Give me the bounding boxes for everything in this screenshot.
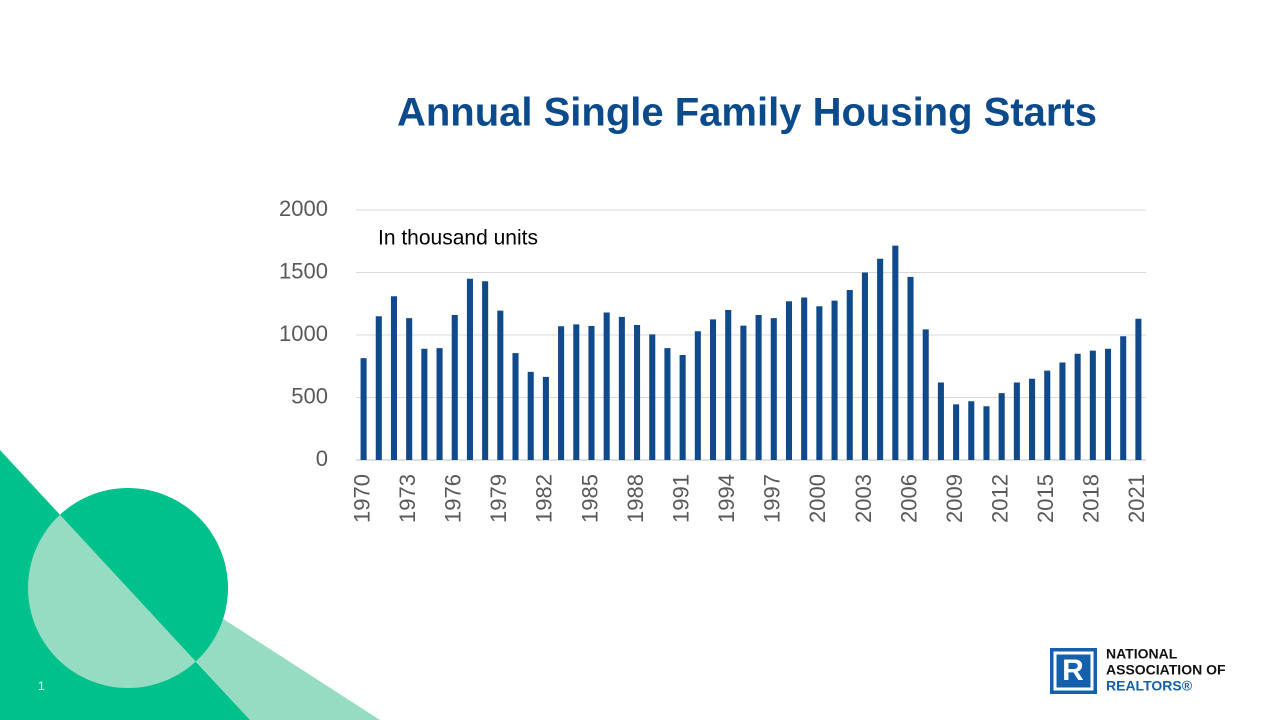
bar xyxy=(709,319,717,460)
bar xyxy=(1089,350,1096,460)
x-tick-label: 1970 xyxy=(349,474,374,523)
bar xyxy=(375,316,382,460)
bar xyxy=(1029,378,1036,460)
x-tick-label: 1979 xyxy=(486,474,511,523)
chart-title: Annual Single Family Housing Starts xyxy=(397,91,1097,135)
x-tick-label: 1988 xyxy=(623,474,648,523)
bar xyxy=(1135,318,1142,460)
bar xyxy=(482,281,489,460)
x-tick-label: 1994 xyxy=(714,474,739,523)
bar xyxy=(725,310,732,460)
bar xyxy=(998,393,1005,460)
x-tick-label: 1976 xyxy=(441,474,466,523)
bar xyxy=(512,353,519,460)
bar xyxy=(497,310,504,460)
bar xyxy=(740,325,747,460)
bar xyxy=(573,324,580,460)
svg-text:R: R xyxy=(1062,654,1084,687)
bar xyxy=(558,326,565,460)
x-tick-label: 2003 xyxy=(851,474,876,523)
bar xyxy=(983,406,990,460)
x-tick-label: 2006 xyxy=(896,474,921,523)
bar xyxy=(907,276,914,460)
bar xyxy=(937,382,944,460)
bar xyxy=(785,301,793,460)
bar xyxy=(451,315,458,460)
bar xyxy=(694,331,701,460)
logo-text: NATIONAL xyxy=(1106,646,1178,662)
bar xyxy=(922,329,929,460)
bar xyxy=(466,278,473,460)
bar xyxy=(968,401,975,460)
bar xyxy=(618,316,625,460)
bar xyxy=(634,325,641,460)
y-tick-label: 2000 xyxy=(279,196,328,221)
bar xyxy=(953,404,960,460)
bar xyxy=(846,290,853,460)
x-tick-label: 2000 xyxy=(805,474,830,523)
bar xyxy=(1104,348,1112,460)
bar xyxy=(360,358,367,460)
bar xyxy=(1074,353,1081,460)
bar xyxy=(877,258,884,460)
logo-text: ASSOCIATION OF xyxy=(1106,662,1226,678)
bar xyxy=(831,300,838,460)
bar xyxy=(390,296,398,460)
x-tick-label: 1991 xyxy=(668,474,693,523)
bar xyxy=(801,297,808,460)
decoration xyxy=(0,450,380,720)
bar xyxy=(527,371,534,460)
bar xyxy=(1013,382,1020,460)
logo: R NATIONAL ASSOCIATION OF REALTORS® xyxy=(1050,646,1226,694)
bar xyxy=(679,355,686,460)
bar xyxy=(588,326,595,460)
annotation: In thousand units xyxy=(378,227,538,250)
x-tick-label: 1973 xyxy=(395,474,420,523)
y-tick-label: 1500 xyxy=(279,258,328,283)
x-tick-label: 2015 xyxy=(1033,474,1058,523)
bar xyxy=(542,376,549,460)
slide-number: 1 xyxy=(38,679,45,693)
x-tick-label: 1997 xyxy=(760,474,785,523)
x-tick-label: 2012 xyxy=(987,474,1012,523)
bar xyxy=(436,348,443,460)
bar xyxy=(1120,336,1127,460)
x-tick-label: 1982 xyxy=(532,474,557,523)
bar xyxy=(770,318,777,460)
x-tick-label: 1985 xyxy=(577,474,602,523)
bar xyxy=(649,334,656,460)
logo-text: REALTORS® xyxy=(1106,678,1193,694)
x-tick-label: 2009 xyxy=(942,474,967,523)
bar xyxy=(755,315,762,460)
bar xyxy=(1059,362,1066,460)
bar xyxy=(664,348,671,460)
bar xyxy=(861,272,868,460)
plot: 0 500 1000 1500 2000 1970 1973 1976 1979 1982 1985… xyxy=(279,196,1149,523)
y-tick-label: 1000 xyxy=(279,321,328,346)
y-tick-label: 0 xyxy=(316,446,328,471)
bar xyxy=(603,312,610,460)
bar xyxy=(1044,370,1051,460)
y-tick-label: 500 xyxy=(291,383,328,408)
x-tick-label: 2021 xyxy=(1124,474,1149,523)
bar xyxy=(421,348,428,460)
x-tick-label: 2018 xyxy=(1079,474,1104,523)
bar xyxy=(892,245,899,460)
bar xyxy=(816,306,823,460)
bar xyxy=(406,318,413,460)
